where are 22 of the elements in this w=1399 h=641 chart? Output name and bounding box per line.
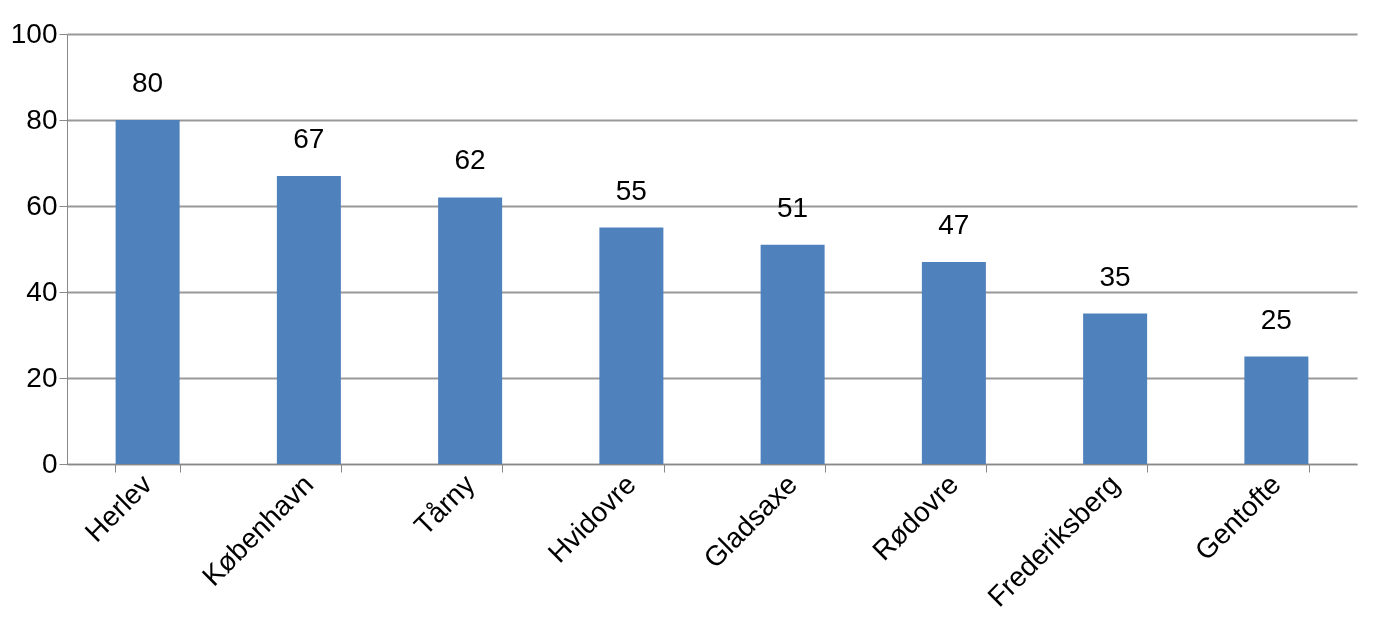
bar: [1083, 313, 1148, 464]
bar: [438, 197, 503, 464]
bar: [115, 120, 180, 464]
y-tick-label: 60: [26, 189, 58, 221]
bar: [1244, 356, 1309, 464]
data-label: 25: [1260, 303, 1292, 335]
y-tick-label: 0: [41, 447, 58, 479]
bar: [921, 261, 986, 464]
data-label: 80: [132, 67, 164, 98]
bar: [276, 175, 341, 464]
y-tick-label: 100: [10, 17, 58, 49]
bar: [760, 244, 825, 464]
data-label: 35: [1099, 260, 1131, 292]
data-label: 62: [454, 144, 486, 176]
data-label: 47: [938, 208, 970, 240]
y-tick-label: 40: [26, 275, 58, 307]
y-tick-label: 20: [26, 361, 58, 393]
data-label: 67: [293, 122, 325, 154]
bar: [599, 227, 664, 464]
y-tick-label: 80: [26, 103, 58, 135]
data-label: 55: [615, 174, 647, 206]
data-label: 51: [777, 191, 809, 223]
